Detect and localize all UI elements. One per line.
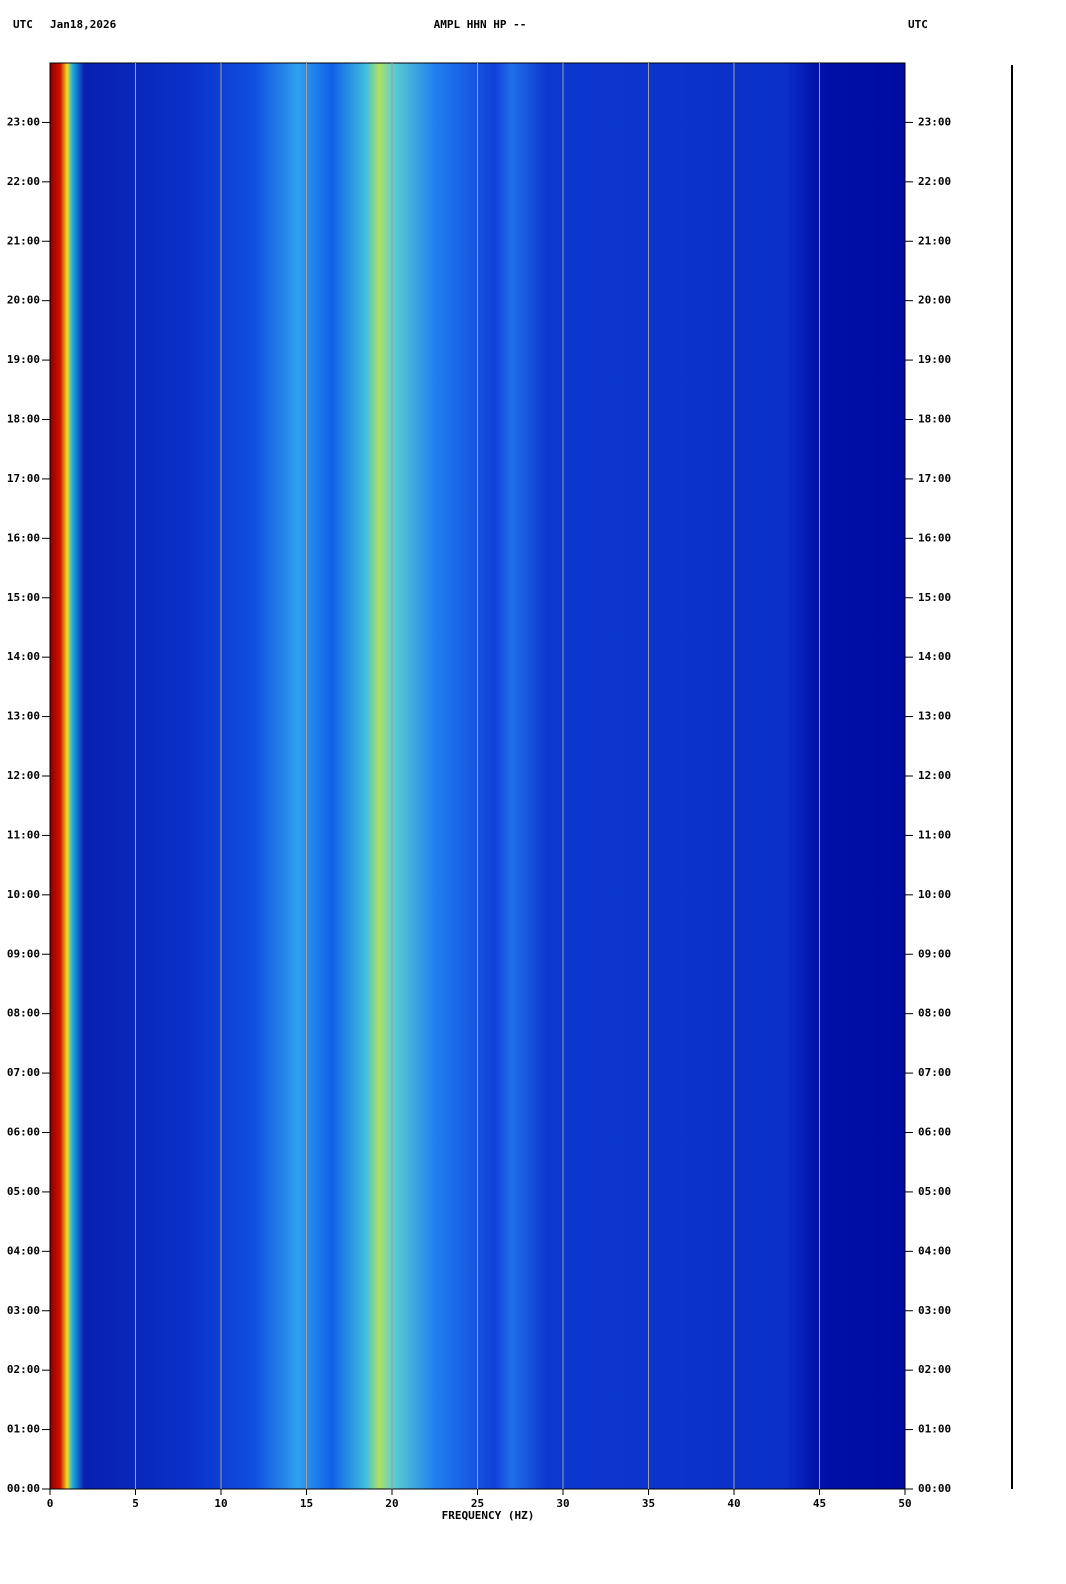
y-tick-label: 18:00	[7, 413, 40, 426]
y-tick-label: 03:00	[7, 1304, 40, 1317]
y-tick-label-right: 14:00	[918, 650, 951, 663]
y-tick-label-right: 04:00	[918, 1244, 951, 1257]
y-tick-label-right: 23:00	[918, 115, 951, 128]
y-tick-label-right: 05:00	[918, 1185, 951, 1198]
y-tick-label-right: 22:00	[918, 175, 951, 188]
y-tick-label-right: 19:00	[918, 353, 951, 366]
y-tick-label-right: 00:00	[918, 1482, 951, 1495]
x-tick-label: 35	[642, 1497, 655, 1510]
y-tick-label: 09:00	[7, 947, 40, 960]
x-tick-label: 5	[132, 1497, 139, 1510]
y-tick-label-right: 07:00	[918, 1066, 951, 1079]
right-label: UTC	[908, 18, 928, 31]
y-tick-label-right: 12:00	[918, 769, 951, 782]
y-tick-label: 04:00	[7, 1244, 40, 1257]
chart-title: AMPL HHN HP --	[434, 18, 527, 31]
y-tick-label-right: 16:00	[918, 531, 951, 544]
y-tick-label-right: 20:00	[918, 294, 951, 307]
y-tick-label: 10:00	[7, 888, 40, 901]
y-tick-label: 23:00	[7, 115, 40, 128]
y-tick-label-right: 01:00	[918, 1423, 951, 1436]
y-tick-label: 21:00	[7, 234, 40, 247]
y-tick-label: 20:00	[7, 294, 40, 307]
y-tick-label: 12:00	[7, 769, 40, 782]
y-tick-label: 16:00	[7, 531, 40, 544]
x-tick-label: 15	[300, 1497, 313, 1510]
y-tick-label: 02:00	[7, 1363, 40, 1376]
x-tick-label: 50	[898, 1497, 911, 1510]
y-tick-label-right: 06:00	[918, 1126, 951, 1139]
x-tick-label: 10	[214, 1497, 227, 1510]
y-tick-label: 08:00	[7, 1007, 40, 1020]
y-tick-label-right: 02:00	[918, 1363, 951, 1376]
y-tick-label-right: 03:00	[918, 1304, 951, 1317]
y-tick-label: 07:00	[7, 1066, 40, 1079]
x-tick-label: 0	[47, 1497, 54, 1510]
y-tick-label: 19:00	[7, 353, 40, 366]
y-tick-label: 13:00	[7, 710, 40, 723]
y-tick-label-right: 13:00	[918, 710, 951, 723]
y-tick-label: 06:00	[7, 1126, 40, 1139]
x-tick-label: 45	[813, 1497, 826, 1510]
y-tick-label-right: 11:00	[918, 828, 951, 841]
y-tick-label: 11:00	[7, 828, 40, 841]
y-tick-label-right: 21:00	[918, 234, 951, 247]
date: Jan18,2026	[50, 18, 117, 31]
y-tick-label: 14:00	[7, 650, 40, 663]
y-tick-label-right: 18:00	[918, 413, 951, 426]
x-tick-label: 40	[727, 1497, 740, 1510]
y-tick-label: 15:00	[7, 591, 40, 604]
x-tick-label: 20	[385, 1497, 398, 1510]
y-tick-label-right: 10:00	[918, 888, 951, 901]
y-tick-label-right: 09:00	[918, 947, 951, 960]
y-tick-label-right: 17:00	[918, 472, 951, 485]
y-tick-label: 17:00	[7, 472, 40, 485]
y-tick-label: 05:00	[7, 1185, 40, 1198]
time-zone: UTC	[13, 18, 33, 31]
x-axis-label: FREQUENCY (HZ)	[442, 1509, 535, 1522]
y-tick-label: 22:00	[7, 175, 40, 188]
y-tick-label-right: 15:00	[918, 591, 951, 604]
y-tick-label: 01:00	[7, 1423, 40, 1436]
x-tick-label: 30	[556, 1497, 569, 1510]
y-tick-label-right: 08:00	[918, 1007, 951, 1020]
x-tick-label: 25	[471, 1497, 484, 1510]
y-tick-label: 00:00	[7, 1482, 40, 1495]
